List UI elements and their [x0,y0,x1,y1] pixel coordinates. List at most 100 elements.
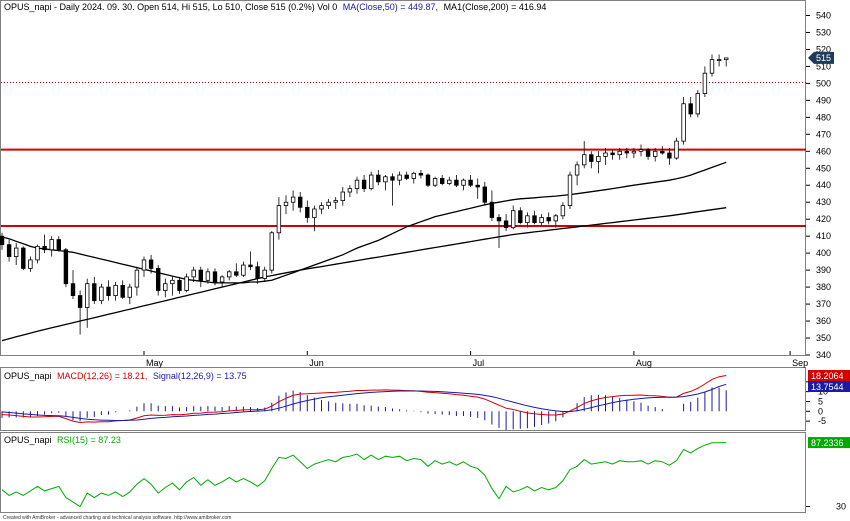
candle-body [596,155,601,162]
candle-body [290,196,296,203]
candle-body [589,154,594,162]
candle-body [638,149,644,152]
candle-body [681,103,686,142]
ma200-label: MA1(Close,200) = 416.94 [444,2,547,12]
macd-symbol: OPUS_napi [4,371,52,381]
candle-body [510,210,516,229]
candle-body [305,206,310,218]
candle-body [404,174,409,179]
price-y-tick-label: 370 [816,299,831,309]
candle-body [475,184,480,188]
candle-body [56,239,61,251]
candle-body [170,279,175,285]
rsi-value-badge-label: 87.2336 [811,438,844,448]
candle-body [35,245,40,261]
candle-body [70,283,76,296]
candle-body [716,59,722,62]
price-y-tick-label: 440 [816,180,831,190]
price-pane: 340 350 360 370 380 390 400 410 420 430 440 450 460 4… [0,10,834,368]
candle-body [49,239,54,251]
candle-body [219,276,225,283]
candle-body [724,57,729,61]
candle-body [702,72,708,94]
candle-body [617,150,622,156]
candle-body [28,259,33,269]
candle-body [155,268,161,291]
price-y-tick-label: 390 [816,265,831,275]
candle-body [496,217,502,222]
last-price-label: 515 [816,53,831,63]
rsi-header: OPUS_napi RSI(15) = 87.23 [4,435,121,445]
macd-label: MACD(12,26) = 18.21, [57,371,147,381]
candle-body [226,271,232,278]
candle-body [610,152,615,156]
candle-body [191,269,196,278]
price-y-tick-label: 340 [816,350,831,360]
candle-body [354,179,360,190]
candle-body [532,215,537,223]
candle-body [21,247,26,269]
signal-line [1,383,727,421]
candle-body [276,205,282,234]
candle-body [163,283,168,291]
candle-body [411,172,416,179]
price-y-tick-label: 500 [816,78,831,88]
candle-body [361,179,367,190]
candle-body [425,174,431,186]
candle-body [439,178,445,184]
candle-body [482,186,487,203]
candle-body [205,271,211,281]
candle-body [383,176,388,183]
rsi-label: RSI(15) = 87.23 [57,435,121,445]
candle-body [582,154,587,166]
candle-body [134,269,140,288]
price-pane-frame [0,0,806,356]
candle-body [503,220,509,229]
ma50-line [1,161,727,284]
price-y-tick-label: 520 [816,44,831,54]
signal-label: Signal(12,26,9) = 13.75 [153,371,247,381]
candle-body [0,235,5,246]
candle-body [127,286,132,298]
candle-body [624,150,629,154]
candle-body [312,208,317,218]
candle-body [333,200,338,203]
footer-credit: Created with AmiBroker - advanced charti… [3,515,231,521]
x-tick-label: Sep [792,358,808,368]
candle-body [546,217,551,222]
rsi-line [1,442,727,508]
candle-body [461,179,466,186]
price-header-text: OPUS_napi - Daily 2024. 09. 30. Open 514… [4,2,337,12]
candle-body [198,269,203,281]
price-y-tick-label: 360 [816,316,831,326]
price-y-tick-label: 510 [816,61,831,71]
candle-body [376,174,381,183]
candle-body [6,244,12,257]
price-y-tick-label: 350 [816,333,831,343]
candle-body [212,271,218,283]
price-y-tick-label: 430 [816,197,831,207]
price-y-tick-label: 460 [816,146,831,156]
candle-body [631,150,637,154]
candle-body [397,174,402,181]
price-y-tick-label: 450 [816,163,831,173]
rsi-pane: 30 87.2336 [1,437,850,512]
rsi-y-tick-label: 30 [836,502,846,512]
price-y-tick-label: 380 [816,282,831,292]
candle-body [667,152,672,159]
ma200-line [1,207,727,342]
candle-body [141,259,147,271]
x-tick-label: Jun [309,358,324,368]
price-y-tick-label: 400 [816,248,831,258]
candle-body [255,266,260,280]
candle-body [13,247,19,257]
price-y-tick-label: 540 [816,10,831,20]
candle-body [653,150,658,157]
ma50-label: MA(Close,50) = 449.87, [343,2,438,12]
candle-body [567,174,573,207]
macd-value-badge [808,381,850,393]
candle-body [560,205,566,217]
price-y-tick-label: 490 [816,95,831,105]
